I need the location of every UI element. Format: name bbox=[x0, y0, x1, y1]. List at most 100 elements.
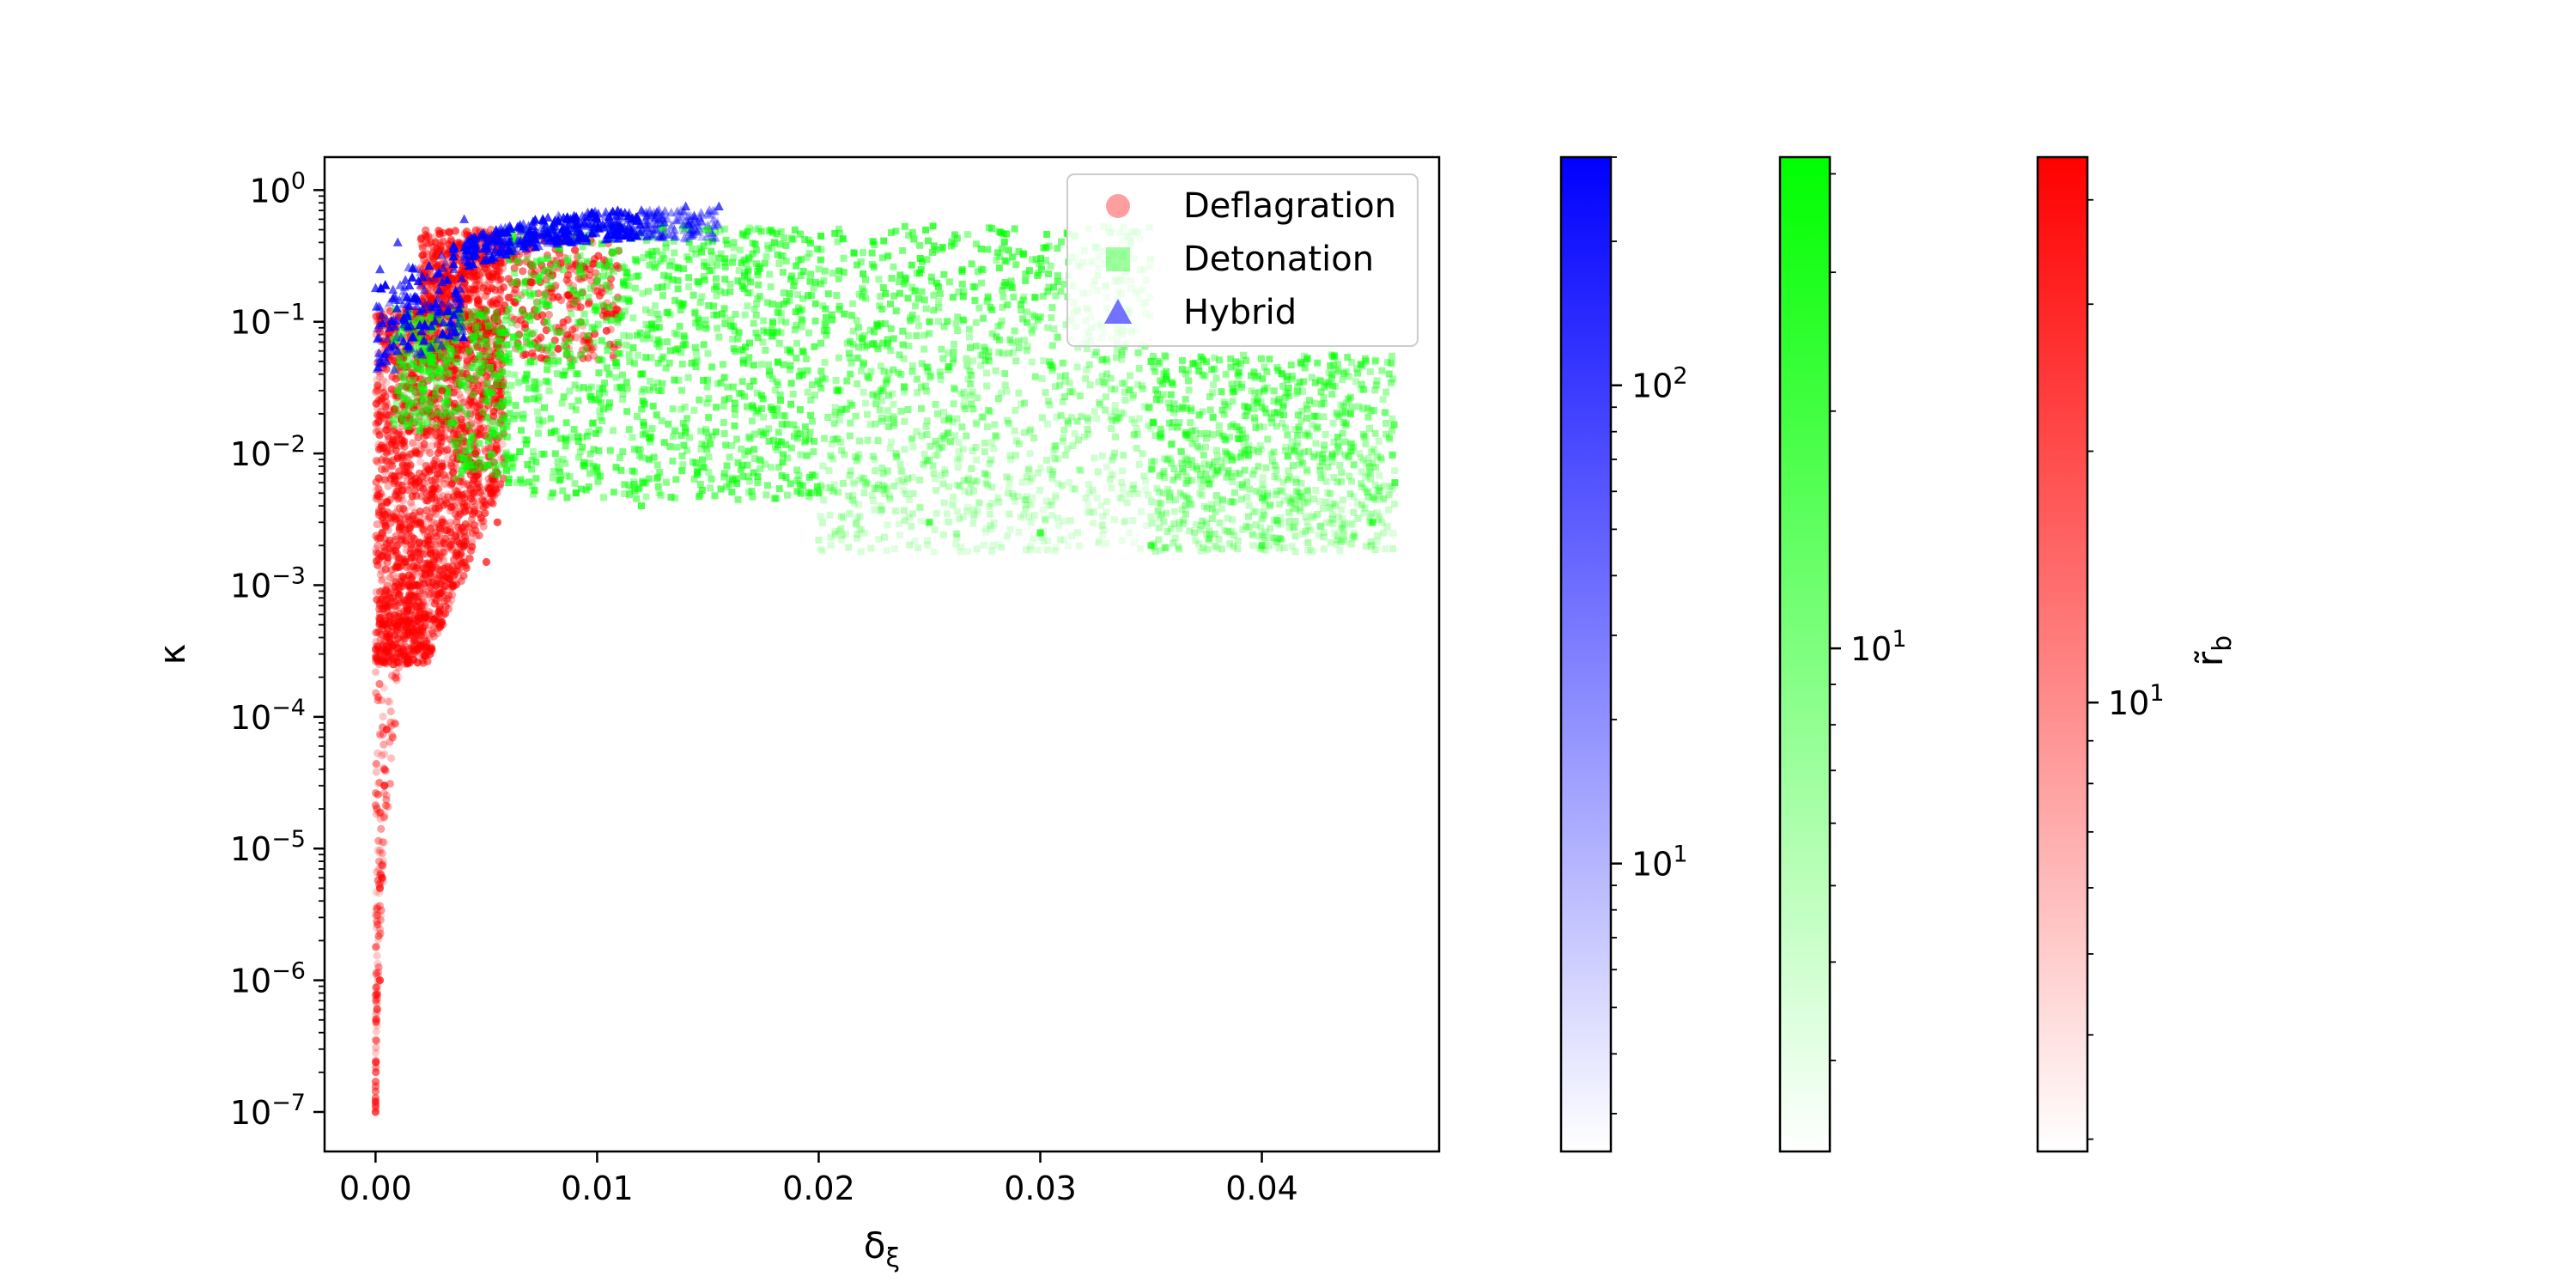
data-point-detonation bbox=[1347, 447, 1354, 455]
data-point-detonation bbox=[810, 284, 817, 292]
data-point-detonation bbox=[603, 316, 610, 324]
data-point-detonation bbox=[972, 319, 980, 326]
data-point-detonation bbox=[705, 395, 713, 403]
data-point-detonation bbox=[544, 255, 551, 262]
data-point-detonation bbox=[1388, 379, 1395, 386]
data-point-detonation bbox=[1347, 540, 1355, 548]
data-point-deflagration bbox=[380, 765, 389, 774]
data-point-detonation bbox=[864, 410, 871, 418]
data-point-detonation bbox=[987, 500, 995, 507]
data-point-deflagration bbox=[434, 621, 443, 629]
data-point-detonation bbox=[999, 245, 1006, 252]
data-point-deflagration bbox=[412, 492, 421, 501]
data-point-detonation bbox=[531, 378, 538, 386]
data-point-deflagration bbox=[446, 480, 454, 489]
data-point-detonation bbox=[1320, 394, 1327, 402]
data-point-deflagration bbox=[428, 477, 436, 485]
data-point-detonation bbox=[579, 434, 586, 441]
data-point-deflagration bbox=[457, 350, 466, 360]
data-point-detonation bbox=[1388, 415, 1396, 422]
data-point-deflagration bbox=[408, 646, 416, 654]
data-point-detonation bbox=[1036, 487, 1043, 494]
data-point-deflagration bbox=[469, 496, 477, 506]
data-point-detonation bbox=[720, 429, 728, 437]
data-point-detonation bbox=[868, 249, 876, 257]
data-point-detonation bbox=[723, 462, 731, 470]
data-point-detonation bbox=[1042, 389, 1049, 397]
data-point-detonation bbox=[711, 492, 719, 500]
data-point-deflagration bbox=[416, 458, 425, 466]
data-point-detonation bbox=[1252, 424, 1260, 432]
data-point-detonation bbox=[634, 412, 641, 420]
data-point-detonation bbox=[600, 494, 607, 501]
data-point-detonation bbox=[588, 324, 596, 331]
data-point-detonation bbox=[750, 430, 758, 438]
data-point-detonation bbox=[672, 476, 680, 483]
data-point-detonation bbox=[606, 447, 614, 454]
data-point-detonation bbox=[738, 378, 746, 386]
data-point-detonation bbox=[914, 295, 922, 302]
data-point-detonation bbox=[704, 349, 712, 357]
data-point-detonation bbox=[797, 451, 805, 459]
data-point-deflagration bbox=[606, 325, 615, 334]
data-point-detonation bbox=[791, 226, 799, 234]
data-point-detonation bbox=[980, 314, 987, 322]
data-point-detonation bbox=[1119, 380, 1127, 387]
data-point-deflagration bbox=[372, 1078, 380, 1086]
data-point-detonation bbox=[738, 466, 744, 474]
data-point-deflagration bbox=[393, 495, 402, 504]
data-point-detonation bbox=[493, 351, 501, 359]
data-point-detonation bbox=[465, 422, 473, 430]
data-point-detonation bbox=[738, 445, 745, 453]
data-point-deflagration bbox=[375, 857, 384, 866]
data-point-deflagration bbox=[459, 571, 468, 580]
data-point-detonation bbox=[989, 542, 997, 549]
data-point-detonation bbox=[974, 394, 981, 402]
data-point-detonation bbox=[1044, 398, 1052, 405]
data-point-detonation bbox=[905, 342, 913, 349]
data-point-detonation bbox=[858, 368, 865, 375]
data-point-detonation bbox=[626, 357, 634, 365]
data-point-deflagration bbox=[422, 473, 431, 482]
data-point-deflagration bbox=[475, 270, 483, 279]
data-point-detonation bbox=[923, 256, 931, 264]
data-point-detonation bbox=[908, 261, 915, 269]
data-point-detonation bbox=[1030, 434, 1038, 441]
data-point-detonation bbox=[884, 415, 891, 422]
data-point-detonation bbox=[992, 367, 999, 374]
data-point-detonation bbox=[1048, 314, 1055, 321]
data-point-deflagration bbox=[415, 539, 423, 548]
data-point-detonation bbox=[619, 263, 626, 270]
data-point-deflagration bbox=[460, 499, 469, 507]
data-point-deflagration bbox=[471, 227, 480, 235]
data-point-detonation bbox=[891, 545, 898, 552]
data-point-detonation bbox=[579, 443, 586, 451]
data-point-deflagration bbox=[375, 660, 384, 669]
data-point-deflagration bbox=[374, 381, 382, 390]
data-point-detonation bbox=[732, 411, 739, 419]
data-point-detonation bbox=[642, 321, 650, 328]
data-point-deflagration bbox=[429, 538, 439, 546]
data-point-deflagration bbox=[392, 446, 400, 454]
data-point-detonation bbox=[1098, 532, 1106, 538]
data-point-detonation bbox=[596, 355, 604, 363]
data-point-detonation bbox=[698, 293, 706, 301]
data-point-detonation bbox=[580, 310, 588, 318]
data-point-detonation bbox=[1024, 319, 1031, 326]
data-point-detonation bbox=[1090, 508, 1097, 516]
data-point-deflagration bbox=[464, 294, 472, 302]
data-point-detonation bbox=[1360, 434, 1368, 441]
data-point-detonation bbox=[689, 246, 696, 253]
data-point-deflagration bbox=[375, 397, 384, 405]
data-point-deflagration bbox=[453, 447, 461, 455]
data-point-detonation bbox=[1312, 487, 1320, 494]
data-point-detonation bbox=[1294, 488, 1302, 495]
data-point-deflagration bbox=[395, 467, 404, 476]
data-point-deflagration bbox=[504, 293, 513, 301]
data-point-deflagration bbox=[374, 935, 383, 944]
data-point-detonation bbox=[832, 377, 840, 384]
data-point-detonation bbox=[468, 308, 476, 316]
data-point-deflagration bbox=[420, 440, 428, 448]
data-point-detonation bbox=[1171, 507, 1178, 515]
data-point-deflagration bbox=[371, 801, 380, 810]
